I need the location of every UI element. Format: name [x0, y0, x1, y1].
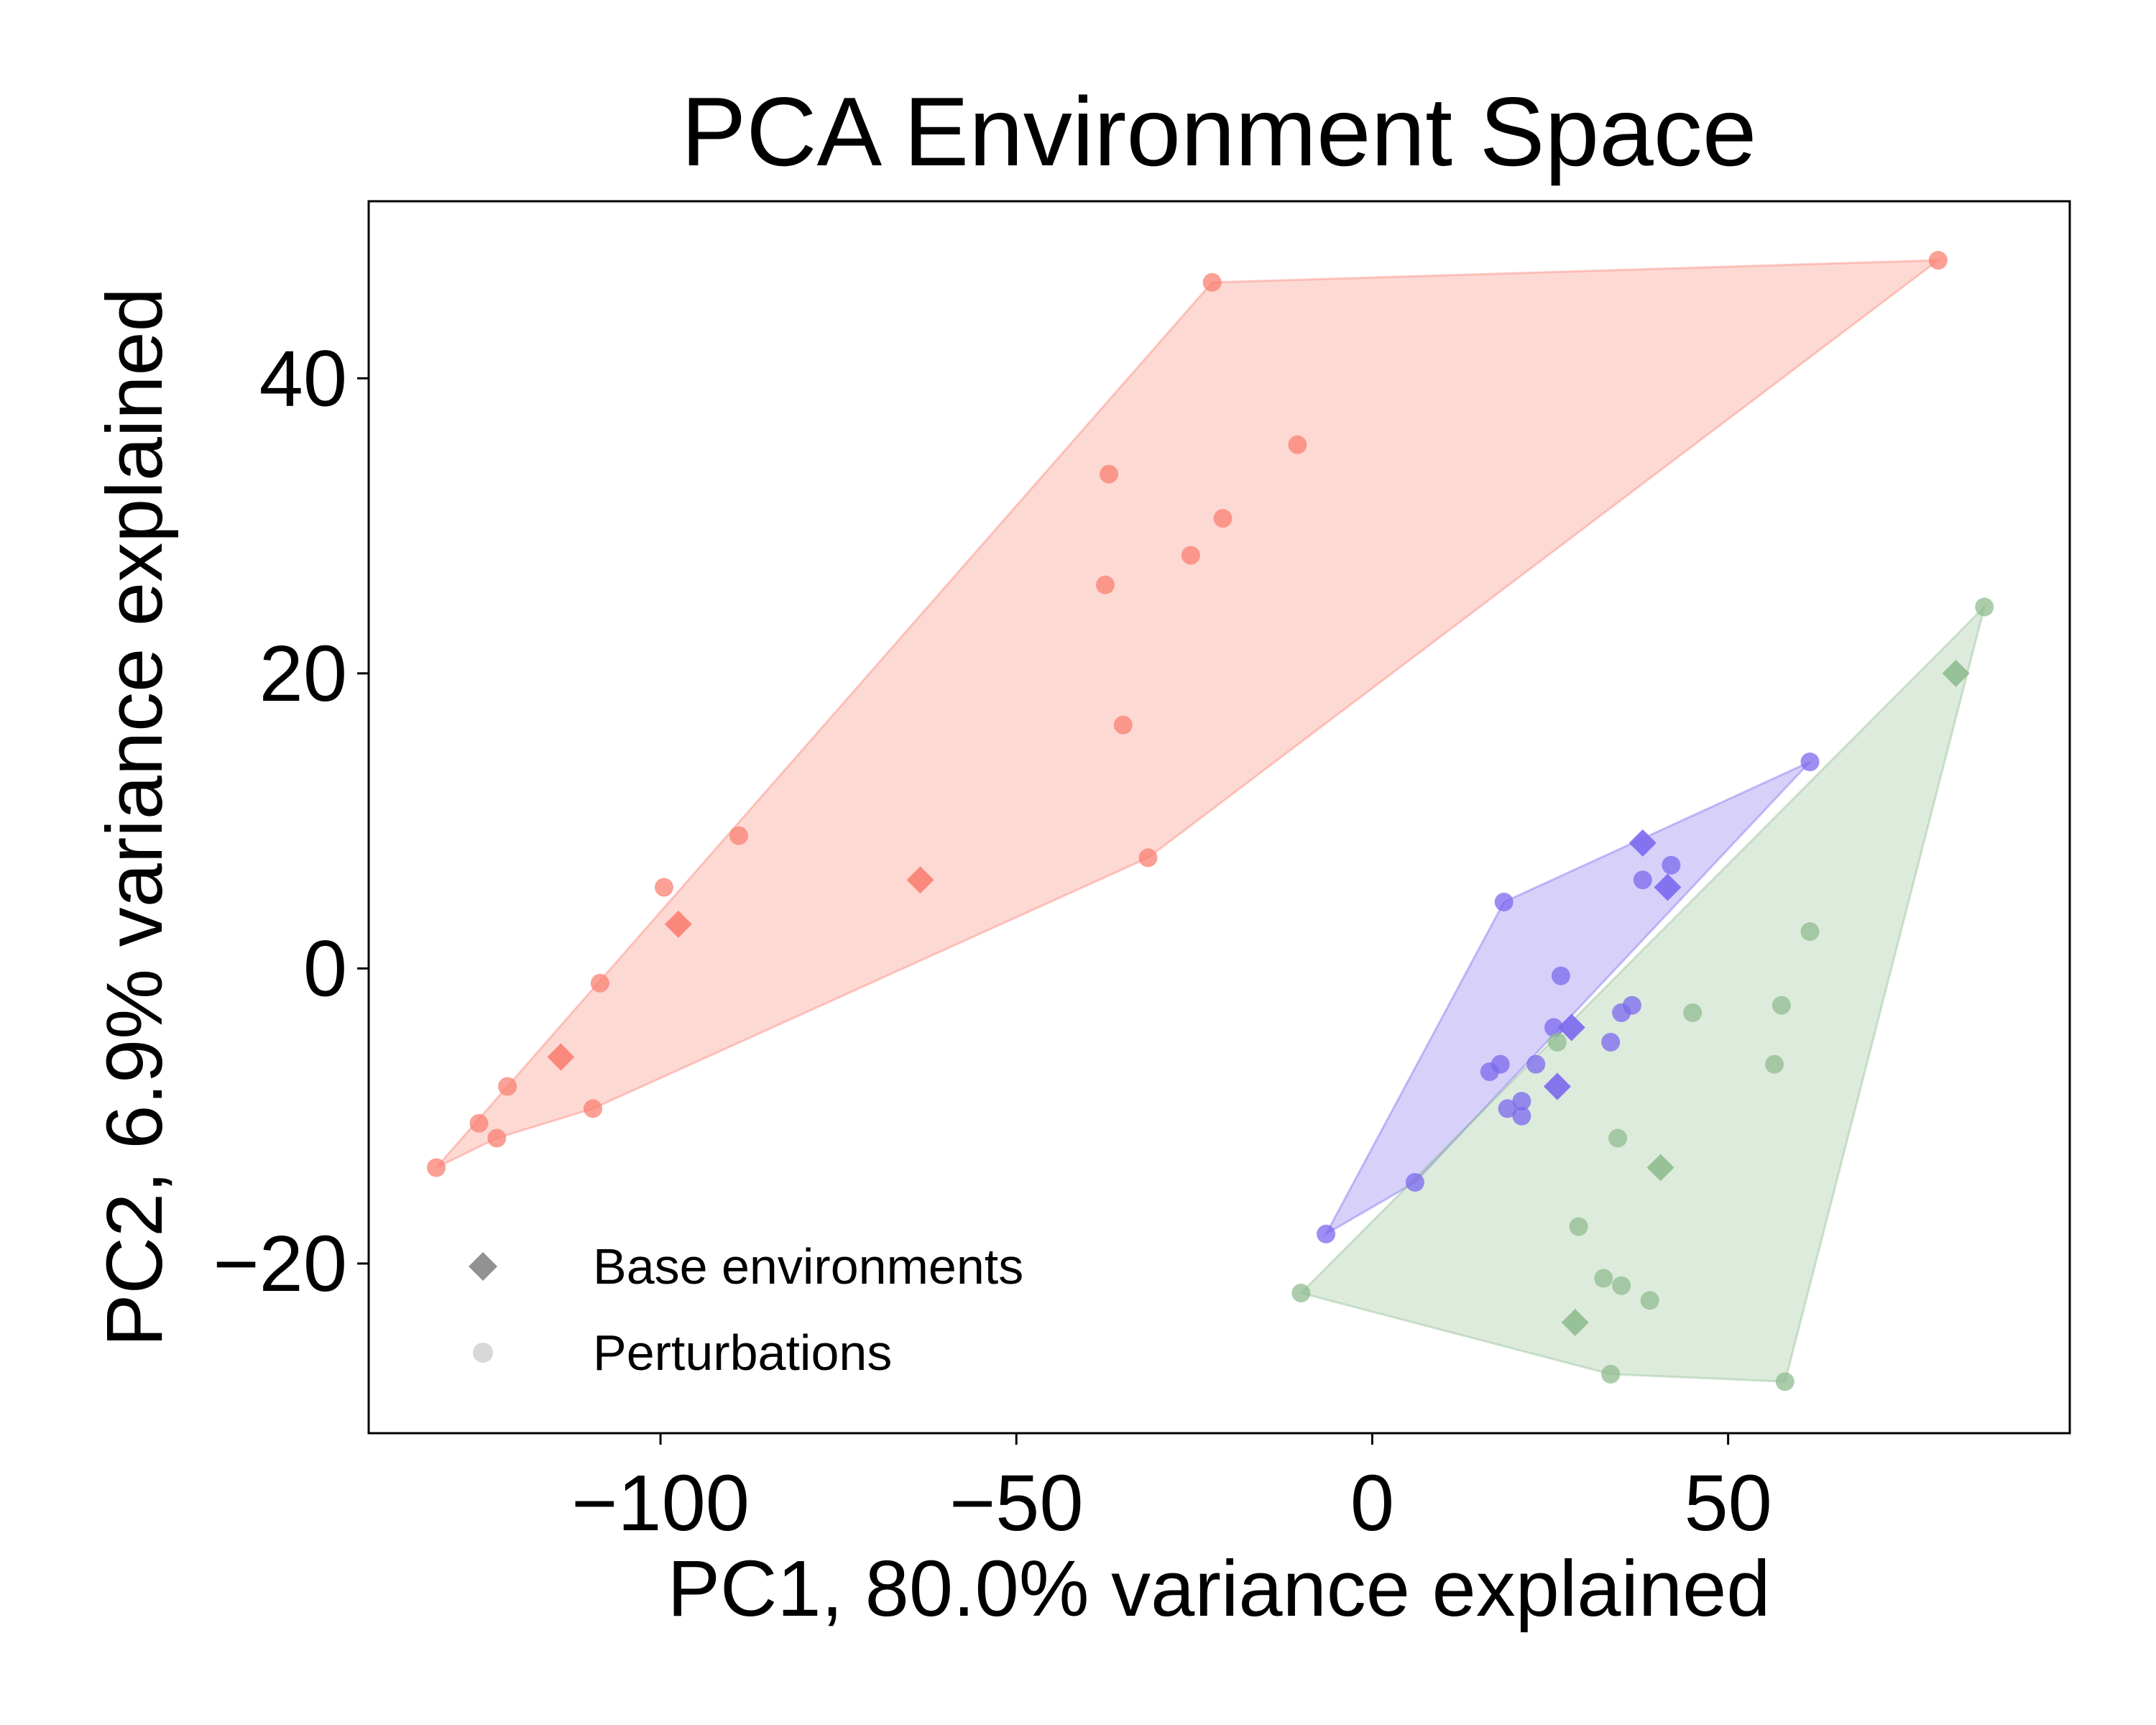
- base-point-g1-2: [906, 866, 934, 894]
- y-axis-label: PC2, 6.9% variance explained: [91, 288, 179, 1347]
- base-point-g1-3: [547, 1043, 575, 1071]
- x-tick-label: 50: [1684, 1459, 1772, 1547]
- x-tick-label: −50: [949, 1459, 1084, 1547]
- legend-item-base: Base environments: [469, 1238, 1023, 1294]
- perturbation-point-g1-1: [427, 1158, 446, 1177]
- perturbation-point-g3-3: [1772, 995, 1791, 1015]
- perturbation-point-g3-13: [1601, 1364, 1621, 1384]
- perturbation-point-g3-11: [1640, 1291, 1659, 1310]
- perturbation-point-g3-1: [1975, 597, 1994, 617]
- y-tick-label: 20: [259, 630, 347, 718]
- perturbation-point-g2-2: [1494, 893, 1514, 911]
- perturbation-point-g1-2: [487, 1128, 507, 1148]
- perturbation-point-g2-8: [1544, 1018, 1563, 1037]
- legend-label-base: Base environments: [593, 1238, 1023, 1294]
- y-tick-label: −20: [213, 1220, 347, 1308]
- perturbation-point-g2-16: [1405, 1173, 1424, 1192]
- perturbation-point-g3-5: [1683, 1003, 1703, 1022]
- plot-frame: [367, 200, 2071, 1435]
- perturbation-point-g3-4: [1765, 1054, 1784, 1074]
- perturbation-point-g3-14: [1775, 1372, 1795, 1392]
- perturbation-point-g3-2: [1800, 922, 1820, 942]
- perturbation-point-g3-7: [1608, 1128, 1628, 1148]
- perturbation-point-g1-14: [1213, 509, 1233, 528]
- perturbation-point-g1-6: [590, 973, 609, 993]
- x-axis-label: PC1, 80.0% variance explained: [668, 1545, 1771, 1633]
- perturbation-point-g2-9: [1601, 1033, 1621, 1052]
- perturbation-point-g2-14: [1498, 1099, 1517, 1118]
- hull-layer: [435, 259, 1987, 1383]
- x-tick-label: 0: [1350, 1459, 1394, 1547]
- base-point-g1-1: [664, 910, 692, 938]
- perturbation-point-g2-7: [1622, 995, 1641, 1015]
- legend-item-perturbations: Perturbations: [473, 1325, 892, 1381]
- perturbation-point-g3-6: [1547, 1033, 1567, 1052]
- perturbation-point-g1-3: [498, 1077, 517, 1096]
- legend: Base environments Perturbations: [469, 1238, 1023, 1381]
- base-point-g3-3: [1561, 1309, 1589, 1337]
- base-point-g3-2: [1646, 1154, 1674, 1182]
- perturbation-point-g2-10: [1526, 1054, 1546, 1074]
- perturbation-point-g1-7: [655, 878, 673, 897]
- perturbation-point-g1-5: [584, 1099, 602, 1118]
- perturbation-point-g3-8: [1569, 1217, 1588, 1236]
- perturbation-point-g1-12: [1100, 464, 1118, 484]
- hull-group-3: [1299, 603, 1987, 1383]
- base-point-g2-4: [1543, 1072, 1571, 1100]
- perturbation-point-g1-13: [1181, 546, 1200, 565]
- perturbation-point-g2-1: [1800, 753, 1820, 771]
- perturbation-point-g3-12: [1291, 1284, 1311, 1302]
- perturbation-point-g1-16: [1202, 272, 1222, 292]
- legend-label-perturbations: Perturbations: [593, 1325, 892, 1381]
- perturbation-point-g3-10: [1612, 1276, 1631, 1295]
- tick-layer: −100 −50 0 50 −20 0 20 40: [213, 334, 1772, 1547]
- point-layer: [427, 251, 1994, 1392]
- perturbation-point-g1-15: [1288, 435, 1307, 454]
- perturbation-point-g2-13: [1512, 1092, 1531, 1111]
- base-point-g2-2: [1654, 873, 1682, 901]
- perturbation-point-g2-17: [1317, 1224, 1336, 1243]
- perturbation-point-g2-5: [1551, 966, 1570, 985]
- legend-diamond-marker: [469, 1252, 497, 1281]
- base-point-g2-3: [1557, 1013, 1585, 1041]
- base-point-g3-1: [1942, 659, 1970, 687]
- legend-circle-marker: [473, 1343, 493, 1363]
- perturbation-point-g3-9: [1594, 1269, 1613, 1288]
- perturbation-point-g1-8: [729, 826, 748, 845]
- perturbation-point-g2-12: [1480, 1062, 1499, 1082]
- perturbation-point-g1-4: [469, 1113, 489, 1133]
- chart-title: PCA Environment Space: [681, 77, 1757, 186]
- y-tick-label: 0: [303, 924, 347, 1013]
- x-tick-label: −100: [571, 1459, 750, 1547]
- perturbation-point-g2-15: [1512, 1106, 1531, 1126]
- perturbation-point-g1-10: [1113, 715, 1133, 735]
- perturbation-point-g1-9: [1138, 848, 1158, 868]
- perturbation-point-g1-11: [1096, 575, 1115, 594]
- perturbation-point-g2-3: [1633, 870, 1652, 890]
- y-tick-label: 40: [259, 334, 347, 423]
- base-point-g2-1: [1628, 829, 1657, 857]
- perturbation-point-g2-4: [1662, 855, 1681, 875]
- perturbation-point-g1-17: [1928, 251, 1948, 270]
